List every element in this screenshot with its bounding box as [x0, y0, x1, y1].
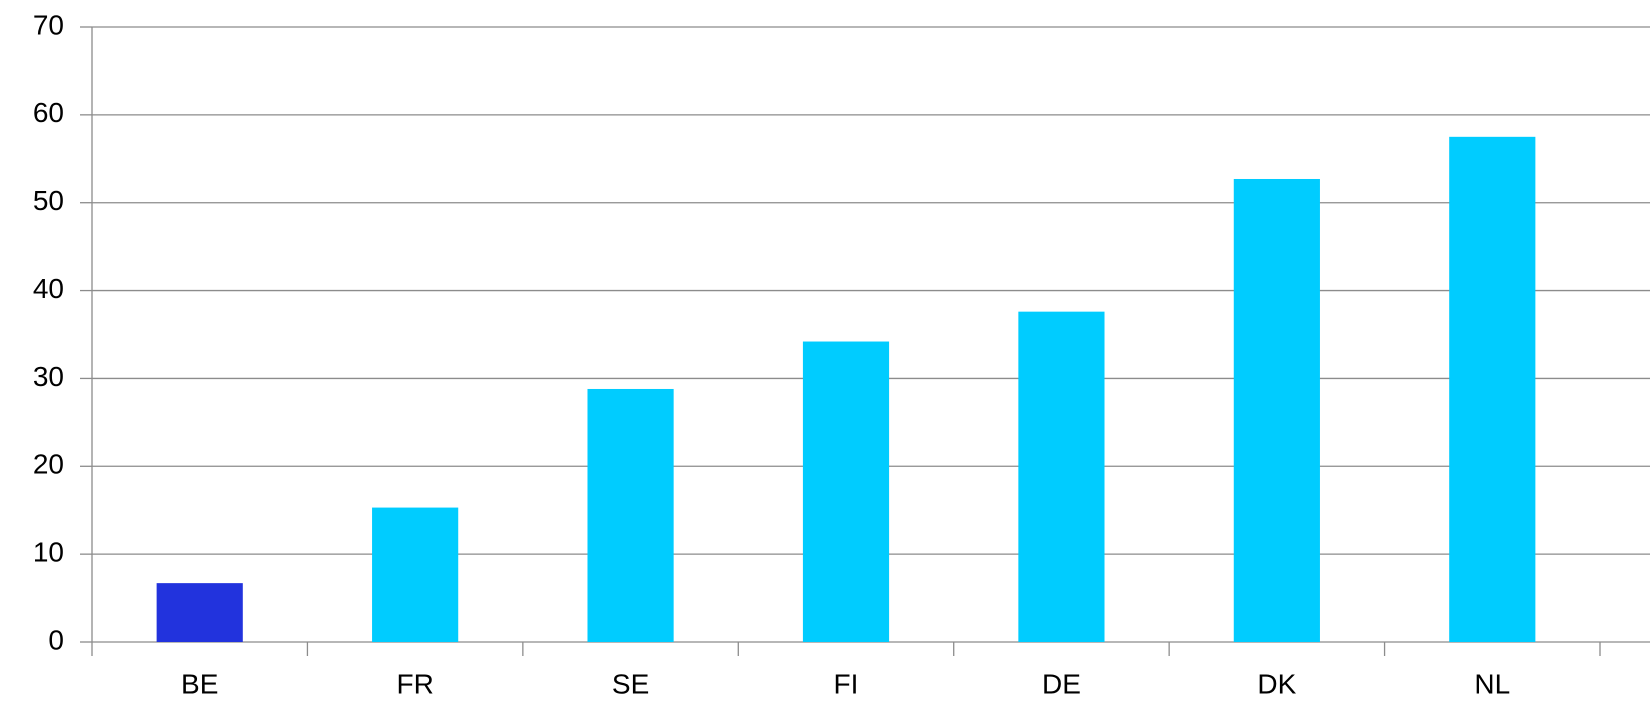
- bar: [372, 507, 459, 642]
- y-tick-label: 0: [48, 624, 64, 655]
- y-tick-label: 30: [33, 361, 64, 392]
- x-tick-label: BE: [181, 668, 218, 699]
- y-tick-label: 60: [33, 97, 64, 128]
- x-tick-label: NL: [1474, 668, 1510, 699]
- y-tick-label: 20: [33, 449, 64, 480]
- x-tick-label: FI: [834, 668, 859, 699]
- bar: [156, 583, 243, 642]
- bar: [1449, 136, 1536, 643]
- y-tick-label: 10: [33, 537, 64, 568]
- bar: [802, 341, 890, 642]
- y-tick-label: 50: [33, 185, 64, 216]
- y-tick-label: 70: [33, 9, 64, 40]
- x-tick-label: DE: [1042, 668, 1081, 699]
- x-tick-label: FR: [396, 668, 433, 699]
- bar: [1018, 311, 1105, 642]
- y-tick-label: 40: [33, 273, 64, 304]
- bar: [587, 388, 674, 642]
- x-tick-label: DK: [1257, 668, 1296, 699]
- x-tick-label: SE: [612, 668, 649, 699]
- bar: [1233, 178, 1320, 642]
